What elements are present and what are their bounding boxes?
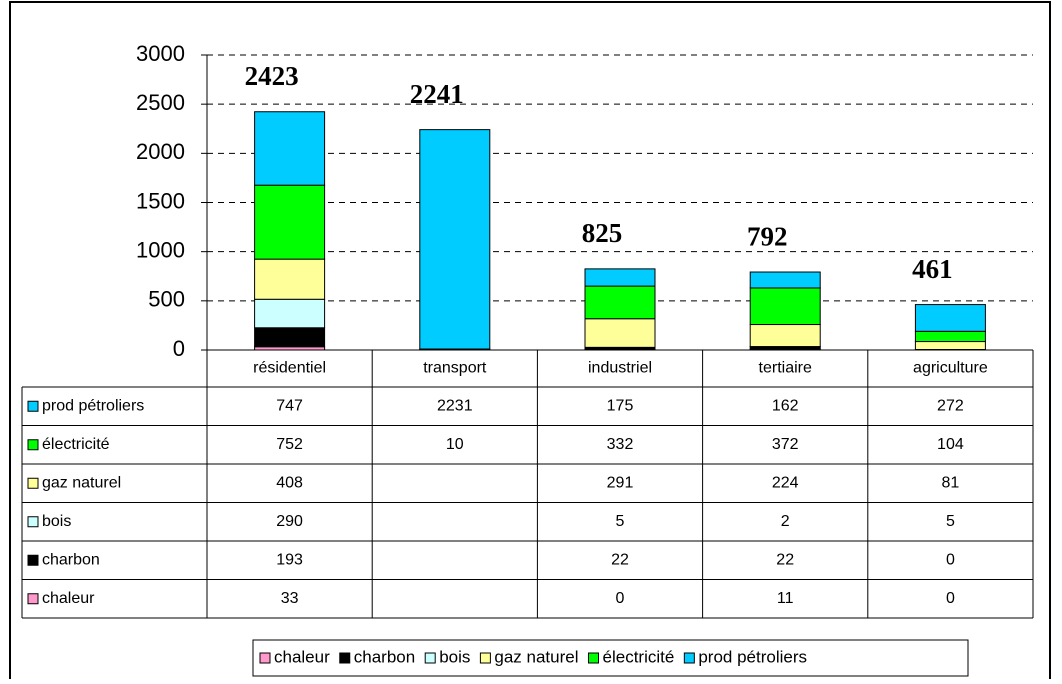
legend-label: gaz naturel xyxy=(494,647,578,666)
table-cell: 33 xyxy=(281,590,299,607)
table-cell: 175 xyxy=(607,397,634,414)
table-row-label: prod pétroliers xyxy=(42,397,144,414)
bar-segment xyxy=(255,259,325,299)
table-cell: 747 xyxy=(276,397,303,414)
x-tick-label: industriel xyxy=(588,360,652,377)
bar-segment xyxy=(255,299,325,328)
table-key xyxy=(28,594,38,604)
table-cell: 408 xyxy=(276,474,303,491)
x-tick-label: agriculture xyxy=(913,360,988,377)
table-key xyxy=(28,440,38,450)
bar-segment xyxy=(750,272,820,288)
bar-segment xyxy=(915,305,985,332)
legend-key xyxy=(684,653,694,663)
y-tick-label: 0 xyxy=(173,336,185,361)
table-row-label: gaz naturel xyxy=(42,474,121,491)
table-cell: 193 xyxy=(276,551,303,568)
legend-key xyxy=(480,653,490,663)
legend-label: chaleur xyxy=(274,647,330,666)
bar-segment xyxy=(750,325,820,347)
bar-segment xyxy=(255,185,325,259)
table-row-label: charbon xyxy=(42,551,100,568)
table-cell: 291 xyxy=(607,474,634,491)
table-cell: 752 xyxy=(276,436,303,453)
total-label: 2241 xyxy=(410,79,464,109)
bar-segment xyxy=(585,319,655,348)
table-cell: 5 xyxy=(946,513,955,530)
y-tick-label: 1500 xyxy=(136,188,185,213)
legend-key xyxy=(340,653,350,663)
table-cell: 22 xyxy=(776,551,794,568)
y-tick-label: 1000 xyxy=(136,237,185,262)
legend-key xyxy=(589,653,599,663)
x-tick-label: tertiaire xyxy=(759,360,812,377)
y-tick-label: 2000 xyxy=(136,139,185,164)
bar-segment xyxy=(255,328,325,347)
bar-segment xyxy=(420,130,490,349)
legend-label: bois xyxy=(439,647,470,666)
table-cell: 224 xyxy=(772,474,799,491)
bar-segment xyxy=(750,288,820,325)
table-cell: 10 xyxy=(446,436,464,453)
table-cell: 0 xyxy=(946,590,955,607)
table-cell: 290 xyxy=(276,513,303,530)
table-cell: 5 xyxy=(616,513,625,530)
table-cell: 22 xyxy=(611,551,629,568)
bar-segment xyxy=(585,269,655,286)
total-label: 461 xyxy=(912,254,953,284)
x-tick-label: transport xyxy=(423,360,487,377)
table-cell: 0 xyxy=(946,551,955,568)
table-cell: 162 xyxy=(772,397,799,414)
table-row-label: chaleur xyxy=(42,590,95,607)
bar-segment xyxy=(915,331,985,341)
y-tick-label: 3000 xyxy=(136,41,185,66)
legend-label: prod pétroliers xyxy=(698,647,807,666)
table-cell: 2231 xyxy=(437,397,473,414)
table-cell: 11 xyxy=(777,590,794,607)
y-tick-label: 2500 xyxy=(136,90,185,115)
x-tick-label: résidentiel xyxy=(253,360,326,377)
table-key xyxy=(28,517,38,527)
table-cell: 104 xyxy=(937,436,964,453)
legend-key xyxy=(425,653,435,663)
table-key xyxy=(28,555,38,565)
bar-segment xyxy=(915,342,985,350)
table-cell: 372 xyxy=(772,436,799,453)
table-cell: 81 xyxy=(942,474,960,491)
table-cell: 272 xyxy=(937,397,964,414)
table-key xyxy=(28,401,38,411)
total-label: 792 xyxy=(747,221,788,251)
y-tick-label: 500 xyxy=(148,287,185,312)
legend-label: électricité xyxy=(603,647,675,666)
table-row-label: bois xyxy=(42,513,71,530)
table-key xyxy=(28,478,38,488)
table-row-label: électricité xyxy=(42,436,110,453)
bar-segment xyxy=(255,112,325,185)
table-cell: 0 xyxy=(616,590,625,607)
total-label: 2423 xyxy=(245,61,299,91)
bar-segment xyxy=(585,286,655,319)
table-cell: 332 xyxy=(607,436,634,453)
total-label: 825 xyxy=(582,218,623,248)
table-cell: 2 xyxy=(781,513,790,530)
legend-key xyxy=(260,653,270,663)
legend-label: charbon xyxy=(354,647,415,666)
